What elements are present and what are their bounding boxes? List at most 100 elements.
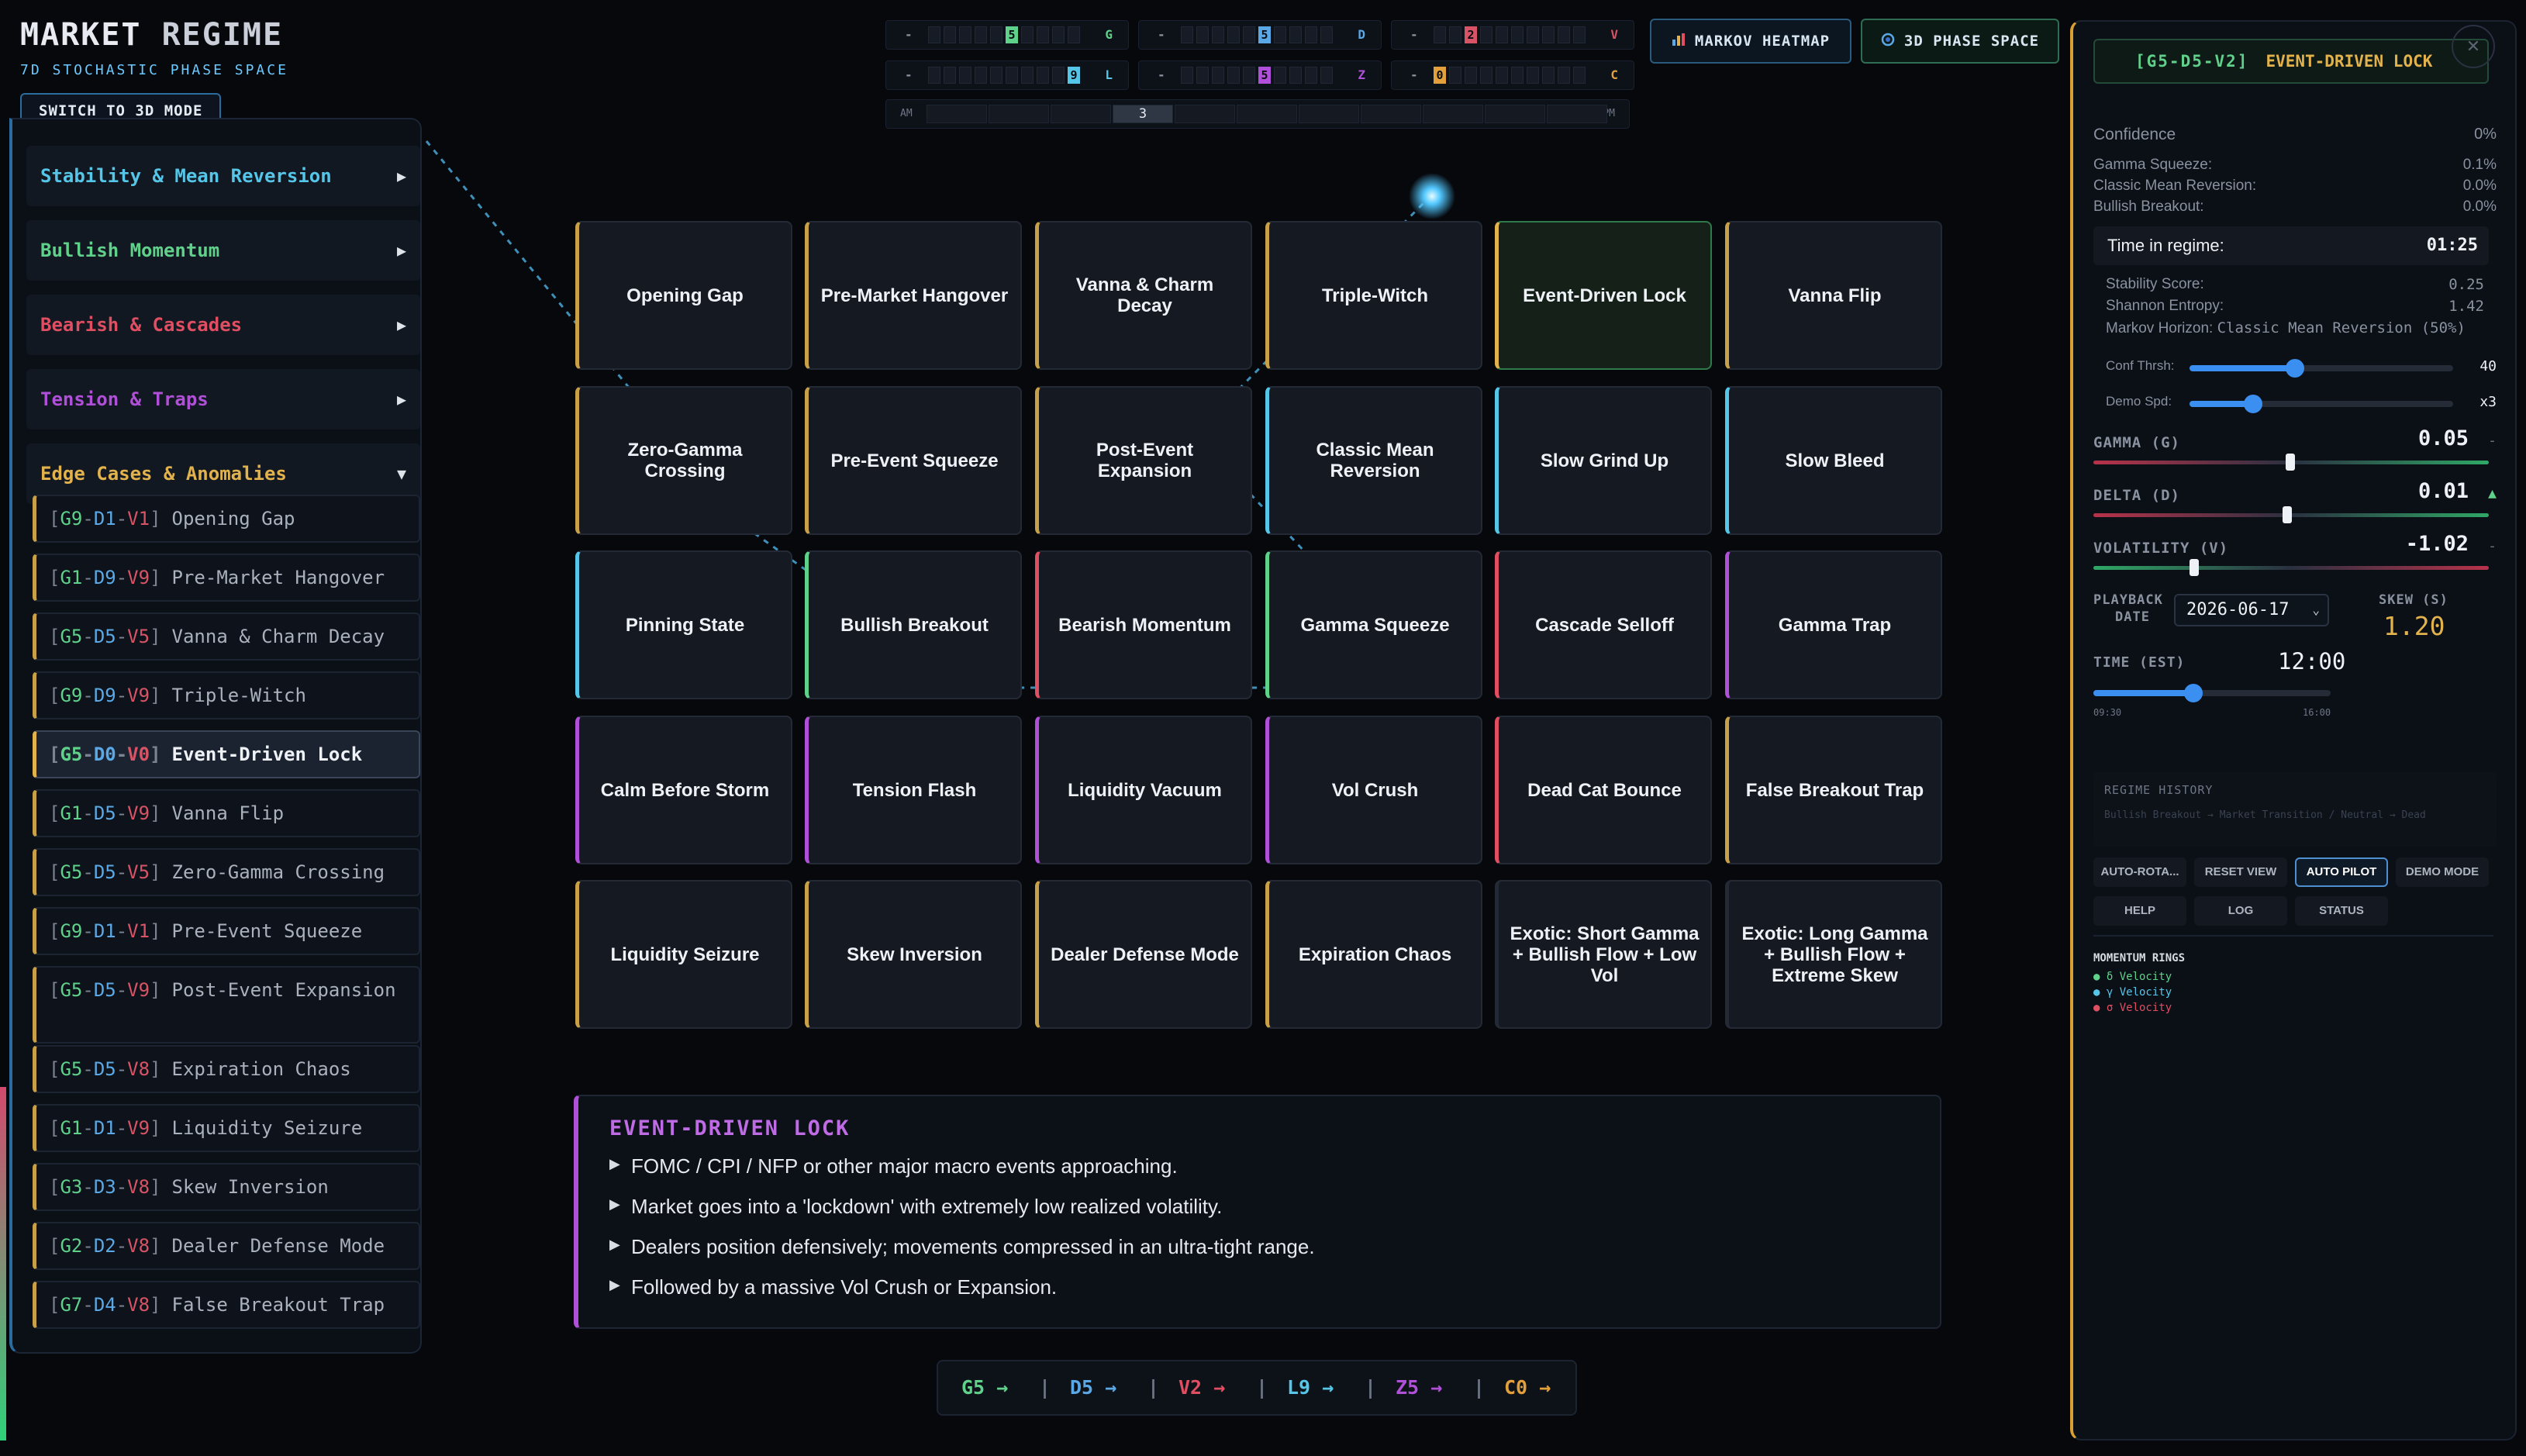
conf-threshold-slider[interactable] bbox=[2190, 359, 2453, 378]
category-label: Edge Cases & Anomalies bbox=[40, 463, 287, 485]
gauge-cell bbox=[1511, 26, 1524, 43]
regime-card[interactable]: Pre-Market Hangover bbox=[805, 221, 1022, 370]
regime-card[interactable]: Slow Bleed bbox=[1725, 386, 1942, 535]
regime-item-name: Opening Gap bbox=[171, 508, 295, 530]
auto-rotate-button[interactable]: AUTO-ROTA... bbox=[2093, 857, 2186, 887]
regime-card[interactable]: Exotic: Short Gamma + Bullish Flow + Low… bbox=[1495, 880, 1712, 1029]
regime-card[interactable]: Calm Before Storm bbox=[575, 716, 792, 864]
regime-card[interactable]: Exotic: Long Gamma + Bullish Flow + Extr… bbox=[1725, 880, 1942, 1029]
markov-heatmap-button[interactable]: MARKOV HEATMAP bbox=[1650, 19, 1851, 64]
regime-card-label: False Breakout Trap bbox=[1745, 779, 1924, 801]
description-title: EVENT-DRIVEN LOCK bbox=[609, 1116, 851, 1140]
sidebar-regime-item[interactable]: [G7-D4-V8] False Breakout Trap bbox=[33, 1281, 420, 1329]
regime-card[interactable]: Slow Grind Up bbox=[1495, 386, 1712, 535]
category-tension[interactable]: Tension & Traps ▶ bbox=[26, 369, 420, 430]
regime-card[interactable]: Skew Inversion bbox=[805, 880, 1022, 1029]
horizon-label: Markov Horizon: Classic Mean Reversion (… bbox=[2106, 319, 2466, 336]
regime-card-label: Liquidity Seizure bbox=[610, 944, 760, 965]
sidebar-regime-item[interactable]: [G1-D9-V9] Pre-Market Hangover bbox=[33, 554, 420, 602]
gauge-cell bbox=[1052, 26, 1065, 43]
timeline-segment[interactable] bbox=[1423, 105, 1483, 123]
timeline-segment[interactable] bbox=[1485, 105, 1545, 123]
regime-card[interactable]: Dead Cat Bounce bbox=[1495, 716, 1712, 864]
regime-card[interactable]: Liquidity Seizure bbox=[575, 880, 792, 1029]
gauge-cell bbox=[1243, 26, 1255, 43]
sidebar-regime-item[interactable]: [G9-D1-V1] Pre-Event Squeeze bbox=[33, 907, 420, 955]
regime-card-label: Triple-Witch bbox=[1321, 285, 1429, 306]
timeline-segment[interactable] bbox=[1361, 105, 1421, 123]
category-bearish[interactable]: Bearish & Cascades ▶ bbox=[26, 295, 420, 355]
category-edge-cases[interactable]: Edge Cases & Anomalies ▼ bbox=[26, 443, 420, 504]
category-bullish[interactable]: Bullish Momentum ▶ bbox=[26, 220, 420, 281]
regime-card[interactable]: Vanna Flip bbox=[1725, 221, 1942, 370]
regime-card[interactable]: Post-Event Expansion bbox=[1035, 386, 1252, 535]
regime-card[interactable]: Pinning State bbox=[575, 550, 792, 699]
gauge-cell bbox=[1558, 67, 1570, 84]
timeline-segment[interactable] bbox=[1237, 105, 1297, 123]
phase-space-button[interactable]: 3D PHASE SPACE bbox=[1861, 19, 2059, 64]
timeline-segment[interactable] bbox=[989, 105, 1049, 123]
regime-card[interactable]: Classic Mean Reversion bbox=[1265, 386, 1482, 535]
regime-card[interactable]: Opening Gap bbox=[575, 221, 792, 370]
regime-card[interactable]: Zero-Gamma Crossing bbox=[575, 386, 792, 535]
regime-card[interactable]: Gamma Trap bbox=[1725, 550, 1942, 699]
momentum-rings-title: MOMENTUM RINGS bbox=[2093, 952, 2186, 964]
timeline-segment[interactable]: 3 bbox=[1113, 105, 1173, 123]
playback-date-select[interactable]: 2026-06-17 ⌄ bbox=[2174, 594, 2329, 626]
sidebar-regime-item[interactable]: [G1-D5-V9] Vanna Flip bbox=[33, 789, 420, 837]
demo-speed-slider[interactable] bbox=[2190, 395, 2453, 413]
gauge-cell bbox=[1037, 67, 1049, 84]
regime-item-code: [G5-D5-V5] bbox=[49, 626, 161, 647]
sidebar-regime-item[interactable]: [G5-D5-V9] Post-Event Expansion bbox=[33, 966, 420, 1044]
regime-detail-panel: [G5-D5-V2] EVENT-DRIVEN LOCK ✕ Confidence… bbox=[2070, 20, 2517, 1440]
gauge-letter: D bbox=[1358, 27, 1365, 42]
regime-card[interactable]: Cascade Selloff bbox=[1495, 550, 1712, 699]
timeline-segment[interactable] bbox=[1299, 105, 1359, 123]
sidebar-regime-item[interactable]: [G3-D3-V8] Skew Inversion bbox=[33, 1163, 420, 1211]
gauge-cell bbox=[1449, 67, 1461, 84]
regime-card[interactable]: Pre-Event Squeeze bbox=[805, 386, 1022, 535]
help-button[interactable]: HELP bbox=[2093, 896, 2186, 926]
timeline-segment[interactable] bbox=[1547, 105, 1607, 123]
sidebar-regime-item[interactable]: [G2-D2-V8] Dealer Defense Mode bbox=[33, 1222, 420, 1270]
regime-item-code: [G1-D5-V9] bbox=[49, 802, 161, 824]
gamma-trend: - bbox=[2488, 433, 2497, 449]
sidebar-regime-item[interactable]: [G1-D1-V9] Liquidity Seizure bbox=[33, 1104, 420, 1152]
sidebar-regime-item[interactable]: [G9-D1-V1] Opening Gap bbox=[33, 495, 420, 543]
regime-item-name: Triple-Witch bbox=[171, 685, 306, 706]
regime-card[interactable]: Expiration Chaos bbox=[1265, 880, 1482, 1029]
regime-card[interactable]: Triple-Witch bbox=[1265, 221, 1482, 370]
regime-card[interactable]: Vanna & Charm Decay bbox=[1035, 221, 1252, 370]
regime-card[interactable]: Vol Crush bbox=[1265, 716, 1482, 864]
regime-card[interactable]: Liquidity Vacuum bbox=[1035, 716, 1252, 864]
close-icon[interactable]: ✕ bbox=[2452, 25, 2495, 68]
time-end-label: 16:00 bbox=[2303, 707, 2331, 718]
time-est-slider[interactable] bbox=[2093, 684, 2331, 702]
log-button[interactable]: LOG bbox=[2194, 896, 2287, 926]
timeline-segment[interactable] bbox=[927, 105, 987, 123]
regime-card[interactable]: Tension Flash bbox=[805, 716, 1022, 864]
session-timeline[interactable]: AM PM 3 bbox=[885, 99, 1630, 129]
time-est-value: 12:00 bbox=[2278, 648, 2346, 675]
sidebar-regime-item[interactable]: [G5-D5-V5] Vanna & Charm Decay bbox=[33, 612, 420, 661]
timeline-segment[interactable] bbox=[1051, 105, 1111, 123]
regime-card[interactable]: Event-Driven Lock bbox=[1495, 221, 1712, 370]
demo-mode-button[interactable]: DEMO MODE bbox=[2396, 857, 2489, 887]
sidebar-regime-item[interactable]: [G9-D9-V9] Triple-Witch bbox=[33, 671, 420, 719]
volatility-bar bbox=[2093, 566, 2489, 570]
auto-pilot-button[interactable]: AUTO PILOT bbox=[2295, 857, 2388, 887]
timeline-segment[interactable] bbox=[1175, 105, 1235, 123]
sidebar-regime-item[interactable]: [G5-D0-V0] Event-Driven Lock bbox=[33, 730, 420, 778]
reset-view-button[interactable]: RESET VIEW bbox=[2194, 857, 2287, 887]
regime-card[interactable]: Bullish Breakout bbox=[805, 550, 1022, 699]
sidebar-regime-item[interactable]: [G5-D5-V8] Expiration Chaos bbox=[33, 1045, 420, 1093]
status-button[interactable]: STATUS bbox=[2295, 896, 2388, 926]
regime-card[interactable]: Gamma Squeeze bbox=[1265, 550, 1482, 699]
regime-card[interactable]: False Breakout Trap bbox=[1725, 716, 1942, 864]
sidebar-regime-item[interactable]: [G5-D5-V5] Zero-Gamma Crossing bbox=[33, 848, 420, 896]
gauge-letter: G bbox=[1105, 27, 1113, 42]
regime-card[interactable]: Dealer Defense Mode bbox=[1035, 880, 1252, 1029]
regime-code: [G5-D5-V2] bbox=[2135, 52, 2249, 71]
regime-card[interactable]: Bearish Momentum bbox=[1035, 550, 1252, 699]
category-stability[interactable]: Stability & Mean Reversion ▶ bbox=[26, 146, 420, 206]
